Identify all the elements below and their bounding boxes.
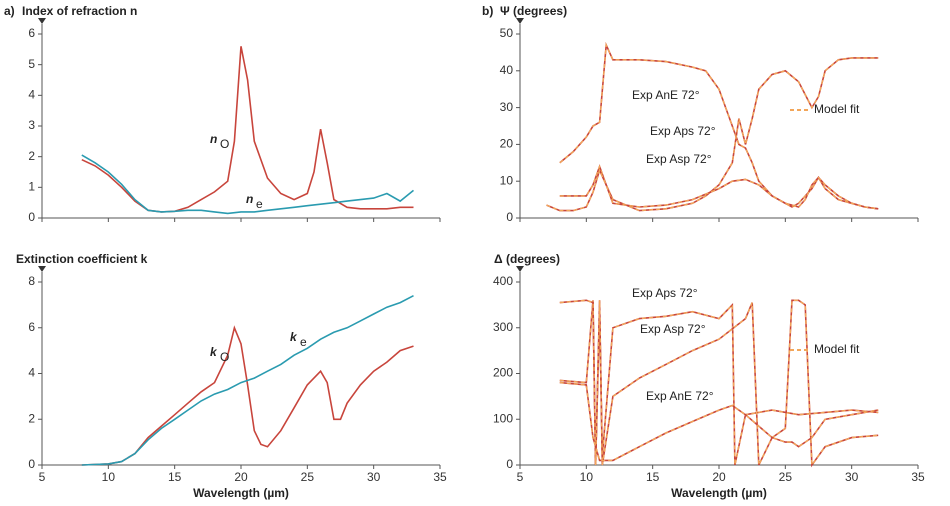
y-tick-label: 0 — [506, 457, 513, 471]
y-axis-arrow — [38, 266, 46, 272]
series-label-subscript: O — [220, 137, 229, 151]
y-tick-label: 2 — [28, 411, 35, 425]
y-tick-label: 5 — [28, 57, 35, 71]
y-tick-label: 30 — [500, 100, 514, 114]
y-tick-label: 400 — [493, 274, 513, 288]
y-tick-label: 4 — [28, 366, 35, 380]
x-tick-label: 20 — [712, 470, 726, 484]
model-fit-line — [559, 57, 879, 212]
y-tick-label: 40 — [500, 63, 514, 77]
y-tick-label: 2 — [28, 149, 35, 163]
axis-title: Index of refraction n — [22, 4, 137, 18]
x-axis-label: Wavelength (µm) — [193, 486, 289, 500]
x-tick-label: 15 — [646, 470, 660, 484]
series-label: Exp Aps 72° — [650, 124, 716, 138]
y-tick-label: 0 — [506, 210, 513, 224]
y-axis-arrow — [38, 18, 46, 24]
series-label-subscript: O — [220, 350, 229, 364]
y-tick-label: 300 — [493, 320, 513, 334]
series-label: k — [290, 330, 298, 344]
panel-label: a) — [4, 4, 15, 18]
model-fit-line — [559, 42, 879, 210]
y-axis-arrow — [516, 266, 524, 272]
series-label: Exp AnE 72° — [632, 88, 700, 102]
y-tick-label: 0 — [28, 457, 35, 471]
y-tick-label: 8 — [28, 274, 35, 288]
x-tick-label: 10 — [580, 470, 594, 484]
series-label: Exp Aps 72° — [632, 286, 698, 300]
series-label: k — [210, 345, 218, 359]
data-line — [81, 294, 414, 466]
x-tick-label: 30 — [845, 470, 859, 484]
x-tick-label: 10 — [102, 470, 116, 484]
y-tick-label: 3 — [28, 118, 35, 132]
panel-label: b) — [482, 4, 493, 18]
x-tick-label: 30 — [367, 470, 381, 484]
y-axis-arrow — [516, 18, 524, 24]
y-tick-label: 4 — [28, 88, 35, 102]
x-tick-label: 25 — [301, 470, 315, 484]
x-tick-label: 5 — [39, 470, 46, 484]
axis-title: Ψ (degrees) — [500, 4, 567, 18]
x-tick-label: 35 — [911, 470, 925, 484]
y-tick-label: 6 — [28, 320, 35, 334]
y-tick-label: 6 — [28, 26, 35, 40]
x-tick-label: 15 — [168, 470, 182, 484]
y-tick-label: 100 — [493, 411, 513, 425]
series-label: n — [210, 132, 217, 146]
y-tick-label: 200 — [493, 366, 513, 380]
series-label-subscript: e — [300, 335, 307, 349]
model-fit-line — [559, 299, 879, 468]
x-tick-label: 5 — [517, 470, 524, 484]
legend-label: Model fit — [814, 102, 860, 116]
legend-label: Model fit — [814, 342, 860, 356]
data-line — [81, 46, 414, 213]
x-tick-label: 25 — [779, 470, 793, 484]
x-tick-label: 35 — [433, 470, 447, 484]
y-tick-label: 50 — [500, 26, 514, 40]
model-fit-line — [546, 168, 879, 212]
y-tick-label: 20 — [500, 137, 514, 151]
series-label: n — [246, 192, 253, 206]
y-tick-label: 10 — [500, 173, 514, 187]
y-tick-label: 0 — [28, 210, 35, 224]
series-label: Exp AnE 72° — [646, 389, 714, 403]
x-tick-label: 20 — [234, 470, 248, 484]
y-tick-label: 1 — [28, 180, 35, 194]
axis-title: Δ (degrees) — [494, 252, 560, 266]
data-line — [81, 325, 414, 466]
series-label-subscript: e — [256, 197, 263, 211]
series-label: Exp Asp 72° — [640, 322, 706, 336]
axis-title: Extinction coefficient k — [16, 252, 148, 266]
data-line — [559, 300, 879, 466]
model-fit-line — [559, 381, 879, 462]
x-axis-label: Wavelength (µm) — [671, 486, 767, 500]
data-line — [81, 154, 415, 215]
series-label: Exp Asp 72° — [646, 152, 712, 166]
